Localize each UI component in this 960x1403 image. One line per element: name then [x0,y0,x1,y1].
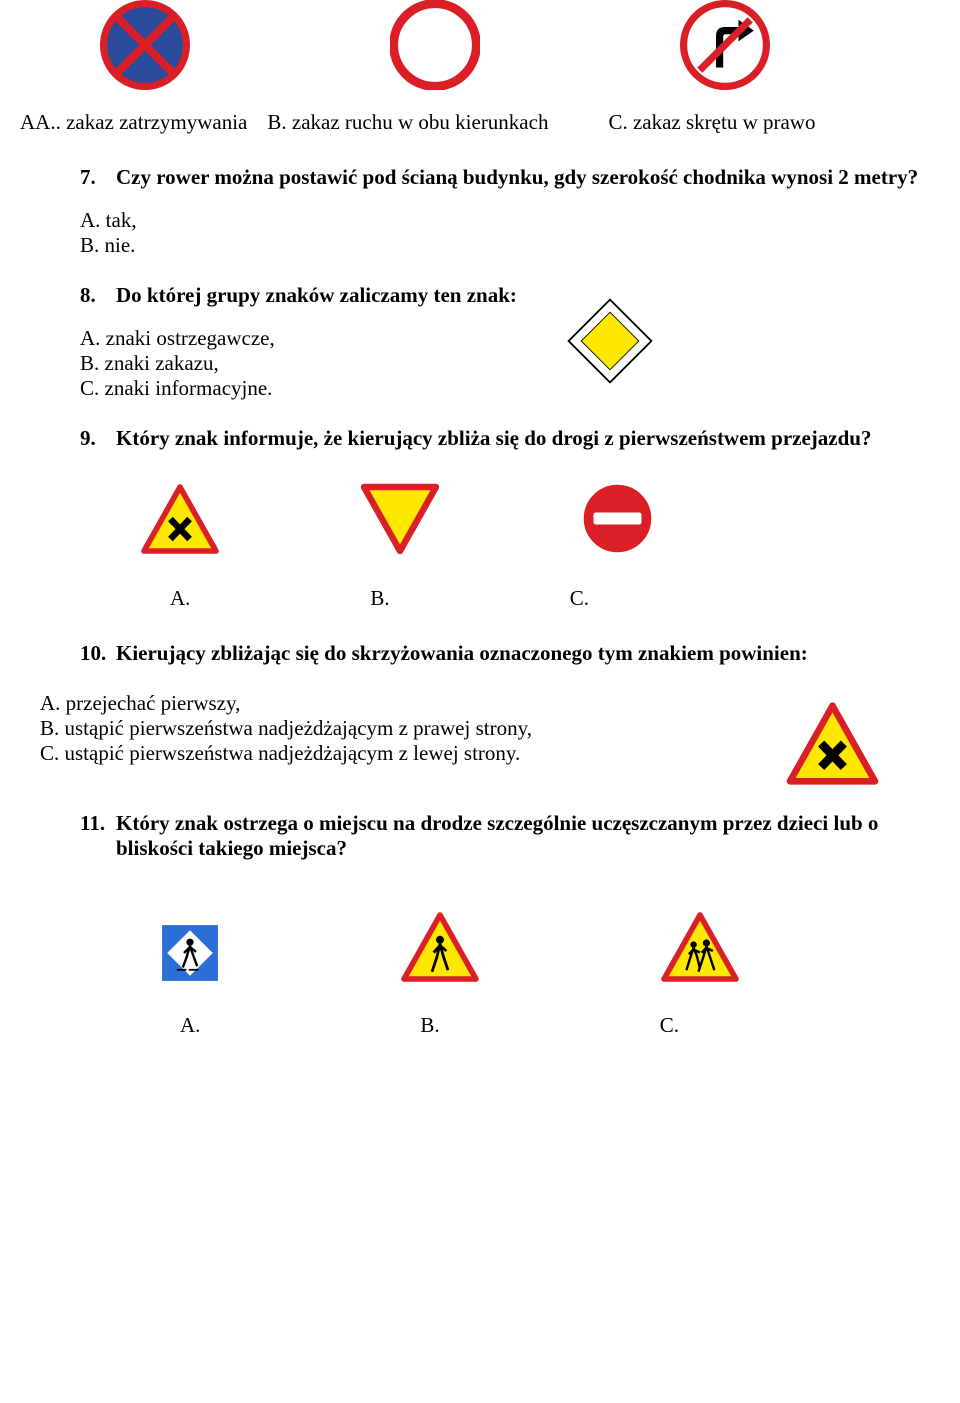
q9-number: 9. [80,426,110,451]
q7-text: Czy rower można postawić pod ścianą budy… [116,165,918,190]
q10-number: 10. [80,641,110,666]
sign-pedestrian-warning-icon [400,911,480,983]
q10-answers: A. przejechać pierwszy, B. ustąpić pierw… [40,691,532,766]
q8-answers: A. znaki ostrzegawcze, B. znaki zakazu, … [80,326,275,401]
caption-b: B. zakaz ruchu w obu kierunkach [267,110,548,135]
q11-text: Który znak ostrzega o miejscu na drodze … [116,811,940,861]
sign-no-right-turn-icon [680,0,770,90]
sign-no-entry-icon [580,481,655,556]
q10-answer-a: A. przejechać pierwszy, [40,691,532,716]
q8-answer-a: A. znaki ostrzegawcze, [80,326,275,351]
q9-signs-row [140,481,940,556]
sign-intersection-warning-icon [140,483,220,555]
question-10: 10. Kierujący zbliżając się do skrzyżowa… [80,641,940,666]
q9-label-c: C. [570,586,589,611]
page: AA.. zakaz zatrzymywania B. zakaz ruchu … [0,0,960,1068]
q11-signs-row [160,911,940,983]
sign-no-traffic-icon [390,0,480,90]
question-8: 8. Do której grupy znaków zaliczamy ten … [80,283,940,401]
q10-text: Kierujący zbliżając się do skrzyżowania … [116,641,808,666]
sign-yield-icon [360,483,440,555]
sign-pedestrian-crossing-icon [160,923,220,983]
caption-a: AA.. zakaz zatrzymywania [20,110,247,135]
sign-priority-road-icon [565,296,655,386]
q11-label-c: C. [660,1013,679,1038]
q11-label-b: B. [420,1013,439,1038]
caption-c: C. zakaz skrętu w prawo [608,110,815,135]
q7-number: 7. [80,165,110,190]
q9-text: Który znak informuje, że kierujący zbliż… [116,426,871,451]
q11-number: 11. [80,811,110,861]
sign-intersection-warning-icon [785,701,880,786]
q10-answer-c: C. ustąpić pierwszeństwa nadjeżdżającym … [40,741,532,766]
top-signs-row [20,0,940,90]
q9-labels-row: A. B. C. [170,586,940,611]
q11-label-a: A. [180,1013,200,1038]
q8-text: Do której grupy znaków zaliczamy ten zna… [116,283,517,308]
q9-label-b: B. [370,586,389,611]
top-captions-row: AA.. zakaz zatrzymywania B. zakaz ruchu … [20,110,940,135]
q9-label-a: A. [170,586,190,611]
q11-labels-row: A. B. C. [180,1013,940,1038]
q8-answer-c: C. znaki informacyjne. [80,376,275,401]
sign-no-stopping-icon [100,0,190,90]
question-11: 11. Który znak ostrzega o miejscu na dro… [80,811,940,861]
sign-children-warning-icon [660,911,740,983]
question-9: 9. Który znak informuje, że kierujący zb… [80,426,940,451]
q7-answer-a: A. tak, [80,208,940,233]
q7-answers: A. tak, B. nie. [80,208,940,258]
q8-answer-b: B. znaki zakazu, [80,351,275,376]
question-7: 7. Czy rower można postawić pod ścianą b… [80,165,940,258]
q7-answer-b: B. nie. [80,233,940,258]
q8-number: 8. [80,283,110,308]
q10-answer-b: B. ustąpić pierwszeństwa nadjeżdżającym … [40,716,532,741]
